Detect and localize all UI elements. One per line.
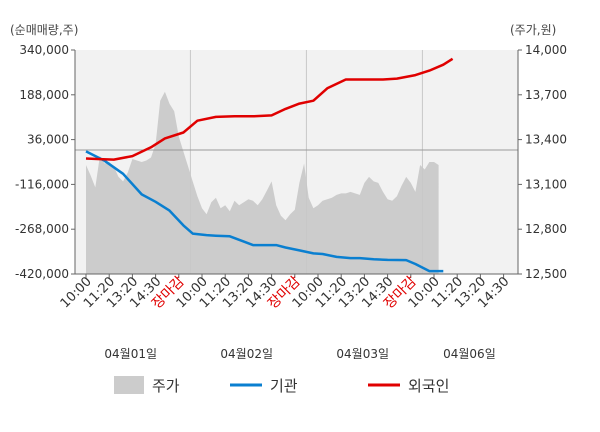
right-tick-label: 13,700 [525,88,567,102]
left-tick-label: -116,000 [15,177,69,191]
right-tick-label: 13,400 [525,133,567,147]
left-tick-label: -420,000 [15,267,69,281]
gridline-layer [75,50,518,274]
left-tick-label: 188,000 [19,88,69,102]
legend-institution-label: 기관 [270,377,298,395]
left-tick-label: 36,000 [27,133,69,147]
legend-price-label: 주가 [152,377,180,395]
right-tick-label: 12,800 [525,222,567,236]
date-label: 04월03일 [336,347,389,361]
date-label: 04월02일 [220,347,273,361]
right-tick-label: 14,000 [525,43,567,57]
right-axis-unit: (주가,원) [510,23,556,37]
right-tick-label: 12,500 [525,267,567,281]
series-line-layer [85,57,454,273]
left-tick-label: -268,000 [15,222,69,236]
legend-price-swatch [114,376,144,394]
legend: 주가 기관 외국인 [114,376,449,395]
price-area-layer [86,91,439,274]
date-label: 04월01일 [104,347,157,361]
left-tick-label: 340,000 [19,43,69,57]
legend-foreign-label: 외국인 [408,377,449,395]
price-area [86,91,439,274]
right-tick-label: 13,100 [525,177,567,191]
date-label: 04월06일 [443,347,496,361]
institution-line [85,150,444,273]
foreign-line [85,57,454,161]
left-axis-unit: (순매매량,주) [10,23,78,37]
